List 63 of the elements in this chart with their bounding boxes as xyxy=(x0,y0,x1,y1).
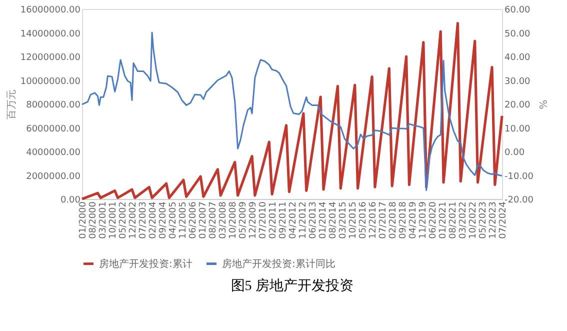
x-tick-label: 08/2007 xyxy=(208,202,218,239)
x-tick-label: 03/2001 xyxy=(98,202,108,239)
x-tick-label: 10/2001 xyxy=(108,202,118,239)
x-tick-label: 09/2018 xyxy=(398,201,409,239)
x-tick-label: 12/2002 xyxy=(128,202,138,239)
x-tick-label: 10/2022 xyxy=(468,202,479,239)
y2-tick-label: 40.00 xyxy=(504,53,531,63)
y2-axis-title: % xyxy=(536,100,548,110)
y2-tick-label: 50.00 xyxy=(504,29,531,40)
x-tick-label: 05/2002 xyxy=(118,202,128,239)
y-tick-label: 12000000.00 xyxy=(20,53,81,63)
y-tick-label: 4000000.00 xyxy=(26,148,81,158)
x-tick-label: 07/2017 xyxy=(378,202,388,239)
x-tick-label: 01/2007 xyxy=(198,202,209,239)
x-tick-label: 11/2019 xyxy=(418,201,429,239)
y-tick-label: 16000000.00 xyxy=(20,6,81,16)
x-tick-label: 02/2004 xyxy=(148,201,159,239)
x-tick-label: 09/2011 xyxy=(278,202,288,239)
x-tick-label: 10/2008 xyxy=(228,201,239,239)
x-tick-label: 06/2020 xyxy=(428,201,439,239)
x-tick-label: 05/2009 xyxy=(238,201,248,239)
x-tick-label: 07/2010 xyxy=(258,201,268,239)
y2-tick-label: 20.00 xyxy=(504,100,531,110)
y-tick-label: 10000000.00 xyxy=(20,76,81,87)
x-tick-label: 08/2000 xyxy=(88,201,98,239)
y-tick-label: 14000000.00 xyxy=(20,29,81,40)
y2-tick-label: 30.00 xyxy=(504,76,531,87)
x-tick-label: 09/2004 xyxy=(158,201,169,239)
x-tick-label: 03/2008 xyxy=(218,201,228,239)
y-tick-label: 6000000.00 xyxy=(26,124,81,134)
x-tick-label: 05/2016 xyxy=(358,201,368,239)
x-tick-label: 04/2012 xyxy=(288,202,298,239)
x-tick-label: 01/2021 xyxy=(438,202,449,239)
y2-tick-label: 0.00 xyxy=(504,148,525,158)
x-tick-label: 03/2015 xyxy=(338,202,348,239)
y2-tick-label: -10.00 xyxy=(504,172,534,182)
y-tick-label: 2000000.00 xyxy=(26,172,81,182)
x-tick-label: 11/2012 xyxy=(298,202,309,239)
y2-tick-label: 10.00 xyxy=(504,124,531,134)
y-axis-title: 百万元 xyxy=(6,90,18,120)
x-tick-label: 04/2019 xyxy=(408,201,418,239)
x-tick-label: 02/2018 xyxy=(388,201,399,239)
y-tick-label: 8000000.00 xyxy=(26,100,81,110)
x-tick-label: 04/2005 xyxy=(168,202,178,239)
x-tick-label: 06/2013 xyxy=(308,202,318,239)
x-tick-label: 12/2016 xyxy=(368,201,379,239)
x-tick-label: 11/2005 xyxy=(178,202,189,239)
x-tick-label: 12/2023 xyxy=(488,202,498,239)
y2-tick-label: 60.00 xyxy=(504,6,531,16)
legend-label: 房地产开发投资:累计同比 xyxy=(222,258,336,270)
x-tick-label: 05/2023 xyxy=(478,202,488,239)
x-tick-label: 01/2014 xyxy=(318,201,329,239)
x-tick-label: 02/2011 xyxy=(268,202,279,239)
legend-label: 房地产开发投资:累计 xyxy=(99,258,192,270)
x-tick-label: 03/2022 xyxy=(458,202,468,239)
x-tick-label: 12/2009 xyxy=(248,201,259,239)
x-tick-label: 08/2021 xyxy=(448,202,459,239)
x-tick-label: 01/2000 xyxy=(78,201,88,239)
x-tick-label: 08/2014 xyxy=(328,201,338,239)
text: 图5 房地产开发投资 xyxy=(230,278,354,294)
x-tick-label: 06/2006 xyxy=(188,201,198,239)
x-tick-label: 07/2003 xyxy=(138,202,148,239)
x-tick-label: 10/2015 xyxy=(348,202,358,239)
